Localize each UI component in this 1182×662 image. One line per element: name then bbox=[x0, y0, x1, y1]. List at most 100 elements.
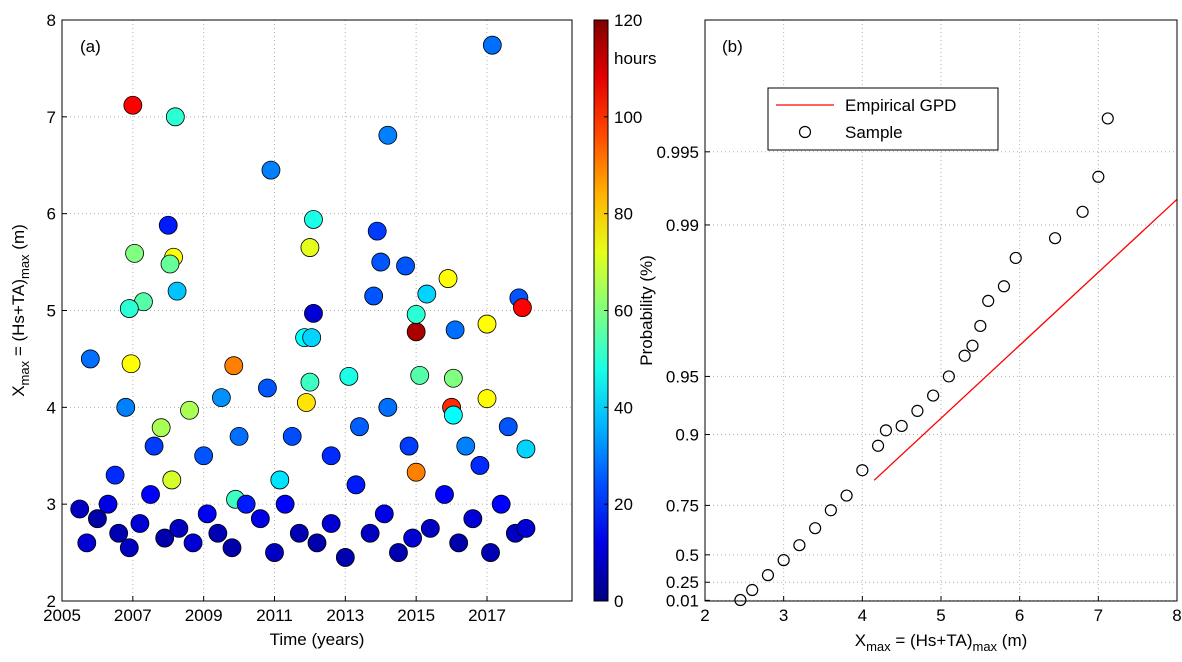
label-part: X bbox=[855, 631, 866, 650]
data-point bbox=[477, 389, 497, 409]
data-point bbox=[169, 518, 189, 538]
colorbar-tick-label: 60 bbox=[614, 302, 633, 321]
data-point bbox=[261, 160, 281, 180]
data-point bbox=[513, 298, 532, 317]
data-point bbox=[339, 366, 359, 386]
y-tick-label: 0.9 bbox=[675, 426, 699, 445]
data-point bbox=[445, 320, 465, 340]
y-tick-label: 0.01 bbox=[666, 591, 699, 610]
data-point bbox=[481, 543, 500, 562]
data-point bbox=[378, 397, 398, 417]
x-tick-label: 2007 bbox=[114, 606, 152, 625]
data-point bbox=[403, 528, 423, 548]
data-point bbox=[144, 436, 164, 456]
data-point bbox=[88, 509, 107, 529]
sample-point bbox=[1101, 112, 1114, 125]
data-point bbox=[346, 475, 366, 495]
data-point bbox=[371, 252, 391, 272]
label-part: max bbox=[17, 360, 32, 385]
data-point bbox=[197, 504, 217, 524]
data-point bbox=[167, 281, 187, 301]
colorbar-tick-label: 120 bbox=[614, 11, 642, 30]
data-point bbox=[158, 215, 178, 235]
x-tick-label: 5 bbox=[936, 606, 945, 625]
data-point bbox=[482, 35, 502, 55]
x-tick-label: 2005 bbox=[43, 606, 81, 625]
data-point bbox=[399, 436, 419, 456]
y-tick-label: 2 bbox=[47, 592, 56, 611]
data-point bbox=[396, 256, 415, 276]
data-point bbox=[183, 533, 203, 553]
data-point bbox=[194, 446, 214, 466]
label-part: = (Hs+TA) bbox=[9, 279, 28, 361]
data-point bbox=[236, 494, 256, 514]
y-tick-label: 0.75 bbox=[666, 496, 699, 515]
sample-point bbox=[879, 424, 893, 437]
x-tick-label: 4 bbox=[858, 606, 867, 625]
sample-point bbox=[777, 554, 790, 567]
data-point bbox=[116, 397, 136, 417]
x-tick-label: 3 bbox=[779, 606, 788, 625]
sample-point bbox=[746, 583, 759, 597]
data-point bbox=[477, 314, 497, 334]
data-point bbox=[208, 523, 228, 543]
data-point bbox=[130, 514, 150, 533]
x-tick-label: 8 bbox=[1172, 606, 1181, 625]
colorbar-tick-label: 0 bbox=[614, 592, 623, 611]
sample-point bbox=[895, 419, 908, 433]
sample-point bbox=[734, 593, 747, 607]
data-point bbox=[282, 426, 302, 446]
sample-point bbox=[793, 539, 806, 552]
data-point bbox=[456, 436, 476, 456]
data-point bbox=[364, 286, 384, 306]
data-point bbox=[449, 533, 469, 553]
data-point bbox=[151, 418, 171, 438]
data-point bbox=[275, 494, 295, 514]
data-point bbox=[211, 388, 231, 408]
data-point bbox=[119, 538, 139, 558]
colorbar-tick-label: 40 bbox=[614, 398, 633, 417]
sample-point bbox=[871, 439, 885, 452]
data-point bbox=[77, 533, 97, 553]
label-part: X bbox=[9, 385, 28, 396]
data-point bbox=[516, 439, 536, 459]
sample-point bbox=[982, 294, 995, 308]
data-point bbox=[360, 523, 380, 543]
y-tick-label: 3 bbox=[47, 495, 56, 514]
data-point bbox=[367, 221, 387, 241]
legend-box bbox=[767, 87, 999, 151]
label-part: = (Hs+TA) bbox=[891, 631, 973, 650]
data-point bbox=[222, 538, 242, 558]
data-point bbox=[258, 378, 277, 398]
data-point bbox=[229, 426, 249, 446]
panel-label: (b) bbox=[722, 37, 743, 56]
x-tick-label: 2015 bbox=[397, 606, 435, 625]
data-point bbox=[304, 304, 323, 323]
data-point bbox=[321, 514, 341, 533]
data-point bbox=[105, 465, 125, 485]
sample-point bbox=[927, 389, 940, 402]
label-part: max bbox=[973, 639, 998, 654]
x-tick-label: 2011 bbox=[256, 606, 293, 625]
sample-point bbox=[966, 339, 979, 352]
x-tick-label: 2013 bbox=[326, 606, 364, 625]
y-tick-label: 6 bbox=[47, 205, 56, 224]
data-point bbox=[80, 349, 100, 369]
data-point bbox=[302, 328, 322, 348]
sample-point bbox=[824, 504, 837, 517]
y-tick-label: 0.99 bbox=[666, 216, 699, 235]
data-point bbox=[350, 417, 369, 437]
data-point bbox=[180, 400, 199, 420]
data-point bbox=[265, 543, 284, 562]
y-tick-label: 0.5 bbox=[675, 546, 699, 565]
data-point bbox=[443, 368, 463, 388]
data-point bbox=[435, 485, 454, 504]
data-point bbox=[438, 269, 458, 288]
colorbar-tick-label: 20 bbox=[614, 495, 633, 514]
plot-frame bbox=[61, 19, 573, 602]
y-tick-label: 4 bbox=[47, 398, 56, 417]
sample-point bbox=[911, 404, 924, 418]
axis-label: Xmax = (Hs+TA)max (m) bbox=[855, 631, 1028, 654]
sample-point bbox=[840, 489, 853, 502]
